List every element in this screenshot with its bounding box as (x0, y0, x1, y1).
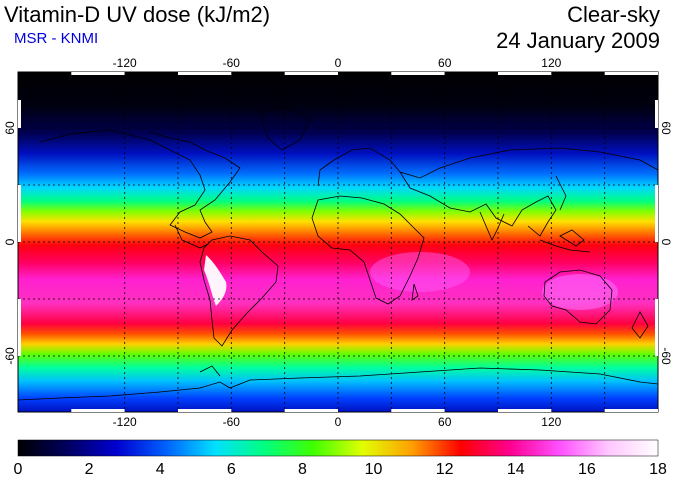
colorbar-label: 14 (507, 461, 525, 478)
lat-tick-left: -60 (3, 347, 17, 365)
lat-tick-right: 0 (659, 239, 673, 246)
lon-tick-bottom: 0 (335, 415, 342, 429)
lon-tick-top: 60 (438, 56, 452, 70)
lat-tick-left: 0 (3, 238, 17, 245)
lat-ticks-right: 60 0 -60 (659, 121, 673, 365)
colorbar-label: 16 (578, 461, 596, 478)
lat-tick-left: 60 (3, 121, 17, 135)
lat-tick-right: -60 (659, 347, 673, 365)
lon-tick-top: -120 (113, 56, 137, 70)
colorbar-label: 2 (85, 461, 94, 478)
colorbar-label: 10 (365, 461, 383, 478)
lat-ticks-left: 60 0 -60 (3, 121, 17, 365)
lon-tick-top: 0 (335, 56, 342, 70)
lon-tick-bottom: 120 (541, 415, 561, 429)
lon-tick-bottom: -120 (113, 415, 137, 429)
lat-tick-right: 60 (659, 121, 673, 135)
map-frame (17, 71, 659, 413)
graticule (18, 72, 658, 412)
colorbar-labels: 0 2 4 6 8 10 12 14 16 18 (14, 461, 667, 478)
sky-condition-label: Clear-sky (567, 2, 660, 27)
lon-tick-bottom: -60 (223, 415, 241, 429)
colorbar (17, 439, 659, 457)
source-label: MSR - KNMI (14, 30, 99, 47)
colorbar-label: 6 (227, 461, 236, 478)
colorbar-label: 0 (14, 461, 23, 478)
colorbar-label: 12 (436, 461, 454, 478)
lon-ticks-top: -120 -60 0 60 120 (113, 56, 562, 70)
coastlines (18, 107, 658, 401)
colorbar-label: 18 (649, 461, 667, 478)
lon-tick-top: -60 (223, 56, 241, 70)
lon-tick-top: 120 (541, 56, 561, 70)
colorbar-label: 4 (156, 461, 165, 478)
map-title: Vitamin-D UV dose (kJ/m2) (4, 2, 271, 27)
date-label: 24 January 2009 (496, 28, 660, 53)
colorbar-label: 8 (298, 461, 307, 478)
lon-tick-bottom: 60 (438, 415, 452, 429)
lon-ticks-bottom: -120 -60 0 60 120 (113, 415, 562, 429)
